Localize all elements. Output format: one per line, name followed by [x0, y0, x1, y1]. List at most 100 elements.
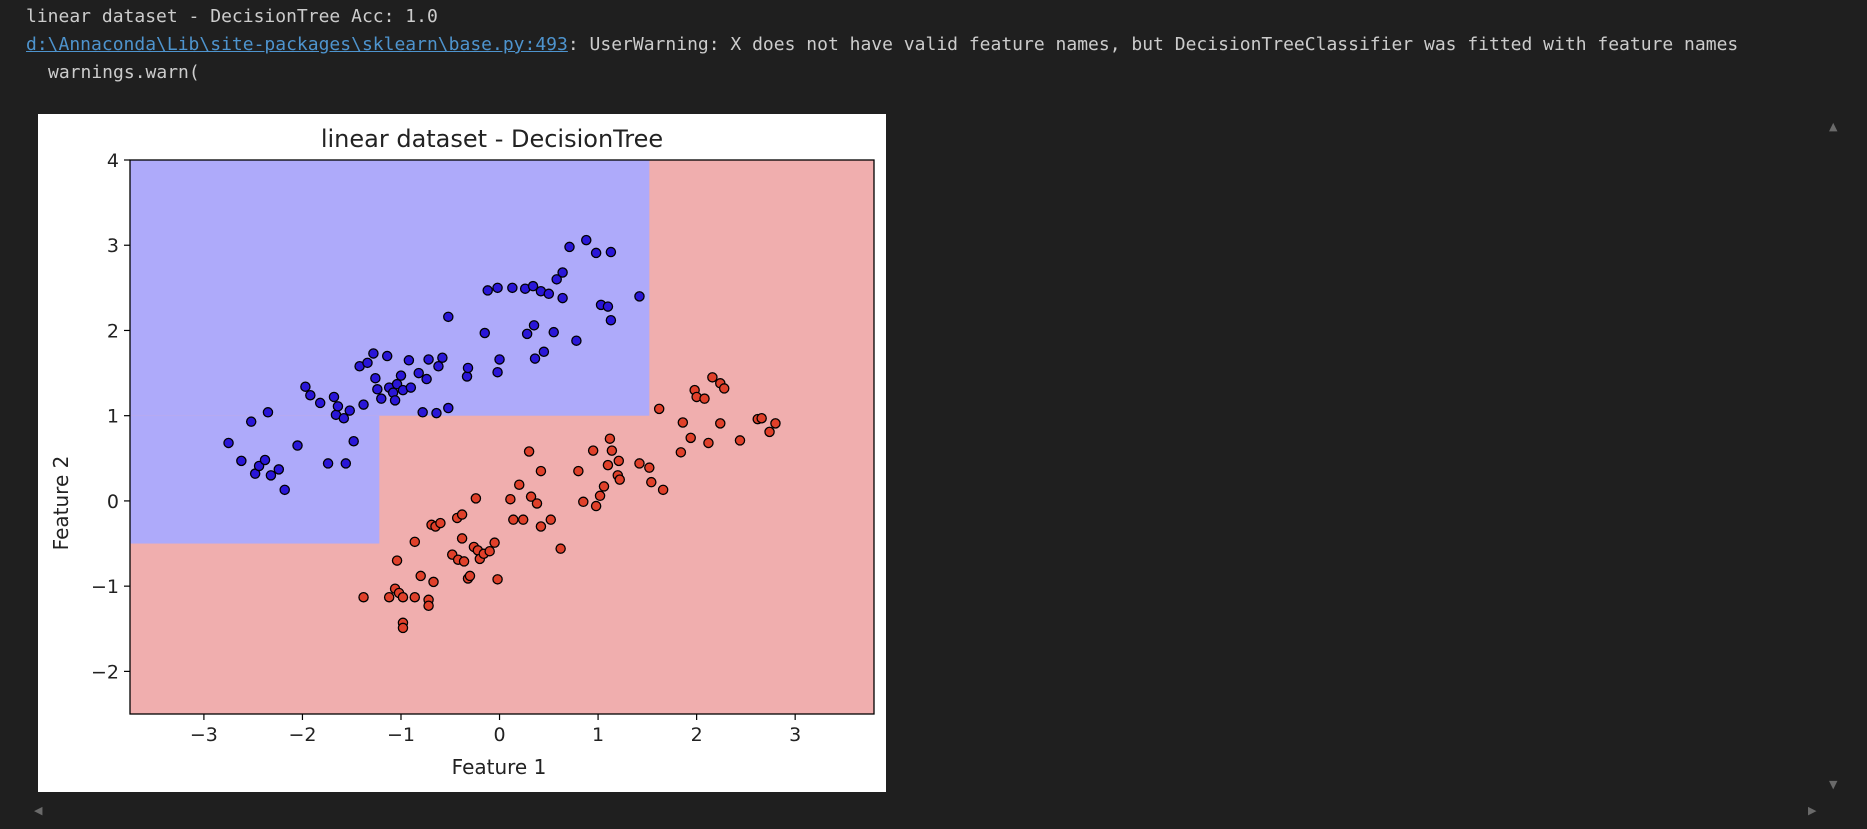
- data-point-class-0: [423, 354, 434, 365]
- data-point-class-1: [699, 393, 710, 404]
- scroll-up-icon[interactable]: ▲: [1829, 120, 1838, 133]
- data-point-class-0: [314, 397, 326, 409]
- data-point-class-0: [492, 366, 503, 378]
- data-point-class-0: [328, 391, 340, 403]
- scroll-right-icon[interactable]: ▶: [1808, 804, 1817, 817]
- data-point-class-1: [397, 591, 409, 603]
- data-point-class-0: [557, 292, 568, 304]
- data-point-class-0: [529, 353, 541, 364]
- data-point-class-1: [677, 417, 689, 428]
- data-point-class-1: [756, 412, 767, 424]
- data-point-class-1: [715, 418, 726, 429]
- data-point-class-0: [372, 384, 383, 395]
- data-point-class-1: [734, 435, 746, 446]
- data-point-class-1: [614, 474, 626, 485]
- data-point-class-0: [292, 440, 303, 451]
- data-point-class-1: [358, 591, 369, 603]
- data-point-class-1: [535, 465, 547, 477]
- data-point-class-1: [634, 458, 645, 469]
- data-point-class-0: [376, 393, 387, 404]
- y-tick-label: 2: [107, 320, 119, 342]
- data-point-class-1: [718, 383, 730, 394]
- data-point-class-0: [368, 348, 379, 359]
- decision-boundary-chart: −3 −2 −1 0 1 2 3 −2 −1 0 1 2 3 4 linear dataset - De…: [49, 125, 875, 779]
- decision-regions: [130, 160, 874, 714]
- data-point-class-0: [259, 454, 271, 466]
- data-point-class-1: [397, 622, 409, 634]
- scroll-left-icon[interactable]: ◀: [34, 804, 43, 817]
- output-line-warn-call: warnings.warn(: [48, 62, 200, 83]
- y-axis-ticks: −2 −1 0 1 2 3 4: [91, 150, 130, 683]
- data-point-class-0: [521, 328, 533, 340]
- data-point-class-1: [470, 493, 482, 504]
- y-tick-label: 3: [107, 235, 119, 257]
- data-point-class-0: [462, 362, 474, 374]
- region-class-0: [130, 415, 380, 544]
- data-point-class-1: [685, 432, 696, 444]
- data-point-class-0: [494, 354, 505, 365]
- data-point-class-1: [484, 545, 495, 557]
- data-point-class-0: [571, 335, 582, 346]
- data-point-class-1: [409, 536, 421, 548]
- data-point-class-0: [381, 350, 393, 362]
- data-point-class-1: [653, 403, 665, 415]
- data-point-class-0: [551, 274, 562, 285]
- data-point-class-1: [545, 514, 557, 525]
- data-point-class-0: [389, 395, 401, 406]
- data-point-class-1: [578, 496, 589, 508]
- data-point-class-1: [505, 493, 516, 505]
- data-point-class-0: [461, 371, 473, 382]
- y-tick-label: −2: [91, 661, 119, 683]
- data-point-class-1: [644, 462, 655, 473]
- data-point-class-0: [273, 464, 285, 475]
- data-point-class-0: [421, 373, 432, 385]
- y-tick-label: −1: [91, 576, 119, 598]
- data-point-class-0: [479, 327, 491, 339]
- data-point-class-0: [507, 282, 518, 294]
- data-point-class-0: [405, 382, 417, 393]
- data-point-class-0: [370, 372, 381, 384]
- data-point-class-0: [279, 484, 290, 496]
- data-point-class-1: [415, 570, 426, 582]
- region-class-0: [130, 160, 650, 416]
- data-point-class-0: [527, 280, 539, 292]
- data-point-class-1: [458, 556, 470, 567]
- y-tick-label: 4: [107, 150, 119, 172]
- data-point-class-1: [409, 591, 421, 603]
- scatter-points: [223, 234, 781, 634]
- data-point-class-0: [605, 246, 617, 258]
- data-point-class-1: [456, 509, 468, 520]
- data-point-class-0: [236, 455, 247, 467]
- data-point-class-0: [245, 416, 257, 427]
- data-point-class-0: [564, 241, 575, 253]
- output-line-accuracy: linear dataset - DecisionTree Acc: 1.0: [26, 6, 438, 27]
- chart-title: linear dataset - DecisionTree: [321, 125, 663, 153]
- scroll-down-icon[interactable]: ▼: [1829, 778, 1838, 791]
- data-point-class-1: [703, 437, 714, 449]
- data-point-class-1: [770, 418, 781, 429]
- y-axis-label: Feature 2: [49, 456, 73, 551]
- x-tick-label: 2: [691, 724, 703, 746]
- data-point-class-0: [344, 405, 356, 416]
- data-point-class-1: [513, 479, 525, 490]
- x-tick-label: 3: [789, 724, 801, 746]
- data-point-class-1: [598, 481, 610, 492]
- x-tick-label: −3: [190, 724, 218, 746]
- warning-source-link[interactable]: d:\Annaconda\Lib\site-packages\sklearn\b…: [26, 34, 568, 55]
- data-point-class-0: [265, 470, 277, 481]
- data-point-class-1: [435, 517, 446, 529]
- data-point-class-1: [604, 433, 616, 444]
- data-point-class-0: [322, 458, 334, 469]
- output-line-warning: d:\Annaconda\Lib\site-packages\sklearn\b…: [26, 34, 1738, 56]
- figure-output: −3 −2 −1 0 1 2 3 −2 −1 0 1 2 3 4 linear dataset - De…: [38, 114, 886, 792]
- data-point-class-0: [605, 314, 617, 326]
- data-point-class-1: [508, 514, 519, 525]
- data-point-class-0: [433, 361, 444, 372]
- data-point-class-0: [482, 285, 493, 296]
- x-tick-label: −2: [288, 724, 316, 746]
- data-point-class-0: [403, 355, 415, 366]
- data-point-class-1: [523, 446, 535, 457]
- x-axis-label: Feature 1: [452, 755, 547, 779]
- data-point-class-0: [548, 326, 559, 338]
- y-tick-label: 1: [107, 406, 119, 428]
